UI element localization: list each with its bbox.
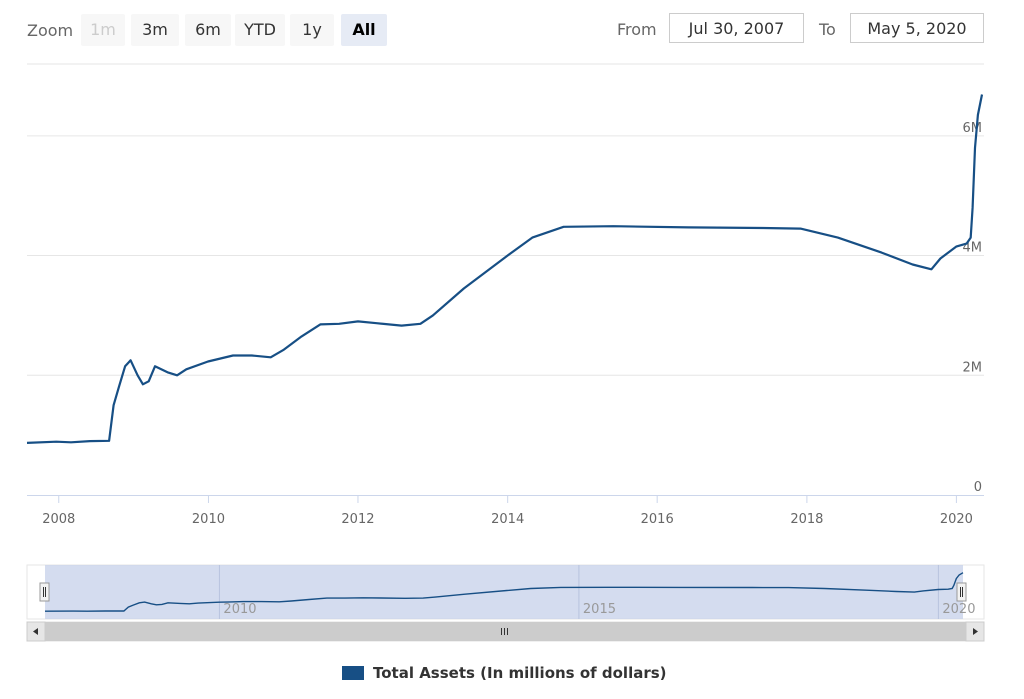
- x-axis-labels: 2008 2010 2012 2014 2016 2018 2020: [42, 512, 973, 527]
- zoom-3m-button[interactable]: 3m: [131, 14, 179, 46]
- navigator-left-handle[interactable]: [39, 582, 50, 602]
- zoom-1m-button[interactable]: 1m: [81, 14, 125, 46]
- navigator-grid: [218, 565, 939, 619]
- zoom-all-button[interactable]: All: [341, 14, 387, 46]
- navigator-labels: 2010 2015 2020: [223, 602, 975, 617]
- zoom-6m-button[interactable]: 6m: [185, 14, 231, 46]
- x-tick-label: 2008: [42, 512, 75, 527]
- scrollbar[interactable]: [26, 621, 985, 642]
- x-tick-label: 2012: [341, 512, 374, 527]
- series-line-total-assets[interactable]: [26, 94, 984, 444]
- range-selector-toolbar: Zoom 1m 3m 6m YTD 1y All From Jul 30, 20…: [0, 0, 1024, 60]
- x-tick-label: 2010: [192, 512, 225, 527]
- navigator[interactable]: 2010 2015 2020: [26, 564, 985, 620]
- x-tick-label: 2020: [940, 512, 973, 527]
- arrow-right-icon: [973, 628, 978, 635]
- from-label: From: [617, 20, 657, 39]
- to-date-input[interactable]: May 5, 2020: [850, 13, 984, 43]
- navigator-series-line: [44, 572, 964, 612]
- navigator-tick-label: 2020: [942, 602, 975, 617]
- y-tick-label: 0: [974, 480, 982, 495]
- zoom-label: Zoom: [27, 21, 74, 40]
- left-handle-box[interactable]: [39, 582, 50, 602]
- grid-lines: [27, 135, 984, 376]
- legend-item-total-assets[interactable]: Total Assets (In millions of dollars): [373, 664, 667, 682]
- zoom-ytd-button[interactable]: YTD: [235, 14, 285, 46]
- to-label: To: [819, 20, 836, 39]
- x-tick-label: 2016: [641, 512, 674, 527]
- y-tick-label: 2M: [963, 360, 983, 375]
- legend-swatch: [342, 666, 364, 680]
- x-tick-label: 2018: [790, 512, 823, 527]
- navigator-right-handle[interactable]: [956, 582, 967, 602]
- navigator-selected-range[interactable]: [45, 565, 963, 619]
- navigator-tick-label: 2010: [223, 602, 256, 617]
- scrollbar-thumb[interactable]: [45, 622, 966, 641]
- y-tick-label: 6M: [963, 121, 983, 136]
- x-tick-label: 2014: [491, 512, 524, 527]
- zoom-1y-button[interactable]: 1y: [290, 14, 334, 46]
- legend[interactable]: Total Assets (In millions of dollars): [342, 662, 667, 684]
- from-date-input[interactable]: Jul 30, 2007: [669, 13, 804, 43]
- x-axis-ticks: [58, 495, 957, 503]
- arrow-left-icon: [33, 628, 38, 635]
- right-handle-box[interactable]: [956, 582, 967, 602]
- navigator-tick-label: 2015: [583, 602, 616, 617]
